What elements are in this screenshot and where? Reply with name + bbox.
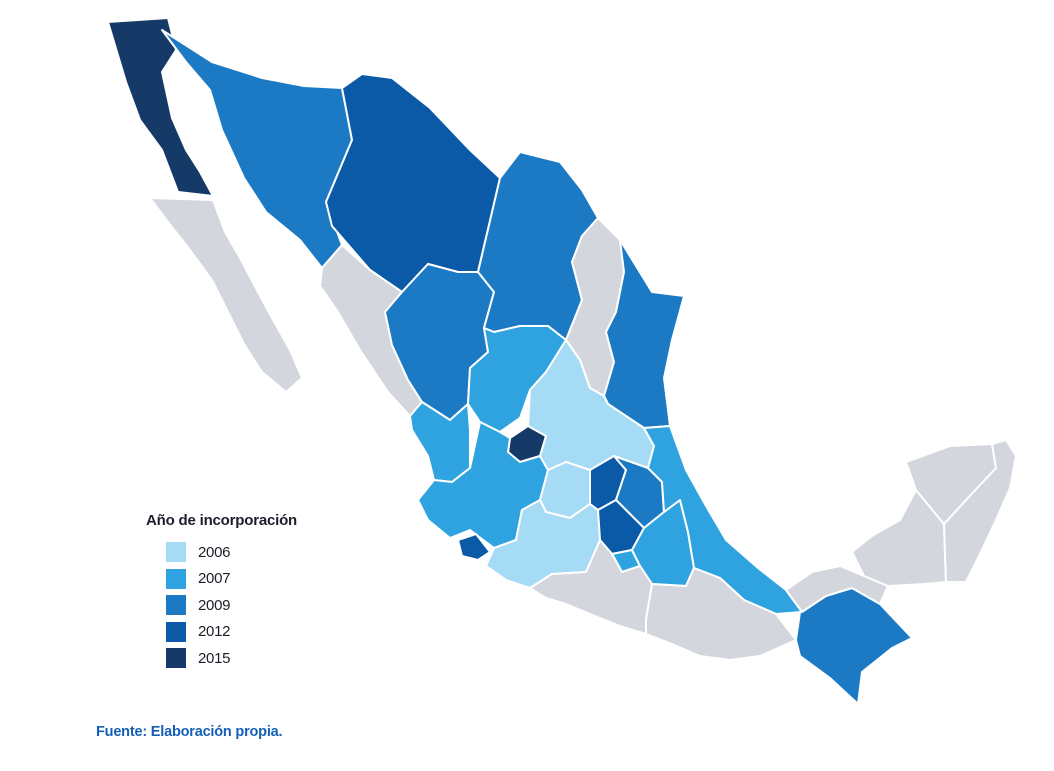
legend-swatch bbox=[166, 648, 186, 669]
legend-label: 2007 bbox=[198, 570, 231, 588]
state-zacatecas bbox=[467, 325, 567, 433]
legend-item-2007: 2007 bbox=[146, 566, 297, 593]
source-note: Fuente: Elaboración propia. bbox=[96, 724, 283, 740]
legend-item-2015: 2015 bbox=[146, 645, 297, 672]
state-baja-california bbox=[107, 17, 214, 197]
legend-label: 2006 bbox=[198, 543, 231, 561]
legend-label: 2015 bbox=[198, 649, 231, 667]
legend-swatch bbox=[166, 542, 186, 563]
state-quintana-roo bbox=[943, 439, 1017, 583]
legend-item-2006: 2006 bbox=[146, 539, 297, 566]
legend-label: 2009 bbox=[198, 596, 231, 614]
legend: Año de incorporación 2006 2007 2009 2012… bbox=[146, 512, 297, 672]
legend-item-2009: 2009 bbox=[146, 592, 297, 619]
state-colima bbox=[457, 533, 491, 561]
legend-swatch bbox=[166, 595, 186, 616]
legend-swatch bbox=[166, 568, 186, 589]
legend-title: Año de incorporación bbox=[146, 512, 298, 529]
legend-item-2012: 2012 bbox=[146, 619, 297, 646]
state-oaxaca bbox=[645, 567, 797, 661]
legend-swatch bbox=[166, 621, 186, 642]
state-nayarit bbox=[409, 401, 471, 483]
legend-label: 2012 bbox=[198, 623, 231, 641]
state-tabasco bbox=[785, 565, 889, 613]
state-baja-california-sur bbox=[149, 197, 303, 393]
